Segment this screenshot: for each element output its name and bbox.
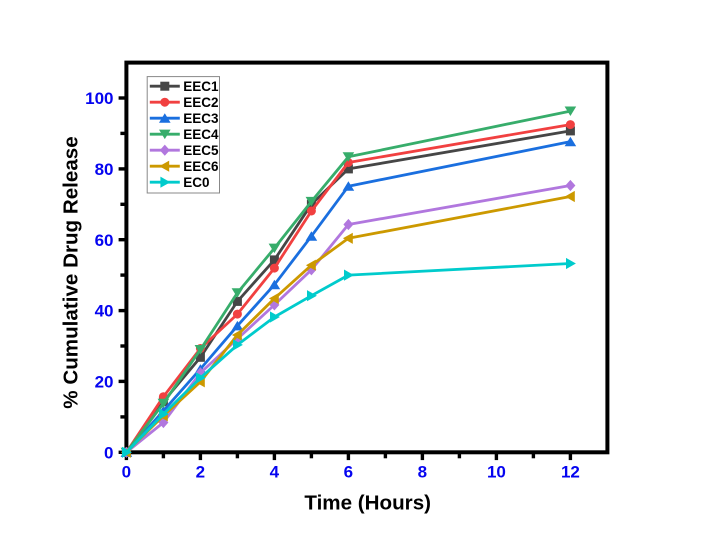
svg-text:60: 60 bbox=[95, 231, 114, 250]
svg-text:80: 80 bbox=[95, 160, 114, 179]
svg-text:EEC1: EEC1 bbox=[183, 79, 219, 94]
svg-text:% Cumulative Drug Release: % Cumulative Drug Release bbox=[60, 136, 83, 408]
svg-text:EEC6: EEC6 bbox=[183, 159, 219, 174]
svg-text:8: 8 bbox=[418, 463, 427, 482]
svg-text:20: 20 bbox=[95, 373, 114, 392]
svg-text:EEC5: EEC5 bbox=[183, 143, 219, 158]
svg-text:EEC4: EEC4 bbox=[183, 127, 219, 142]
svg-text:10: 10 bbox=[487, 463, 506, 482]
svg-text:2: 2 bbox=[196, 463, 205, 482]
svg-text:EEC2: EEC2 bbox=[183, 95, 218, 110]
svg-text:0: 0 bbox=[122, 463, 131, 482]
svg-text:12: 12 bbox=[561, 463, 580, 482]
svg-text:6: 6 bbox=[344, 463, 353, 482]
svg-text:100: 100 bbox=[85, 89, 113, 108]
svg-text:EEC3: EEC3 bbox=[183, 111, 219, 126]
svg-text:40: 40 bbox=[95, 302, 114, 321]
svg-text:4: 4 bbox=[270, 463, 280, 482]
svg-text:Time (Hours): Time (Hours) bbox=[304, 492, 431, 515]
svg-text:EC0: EC0 bbox=[183, 175, 209, 190]
svg-text:0: 0 bbox=[104, 443, 113, 462]
